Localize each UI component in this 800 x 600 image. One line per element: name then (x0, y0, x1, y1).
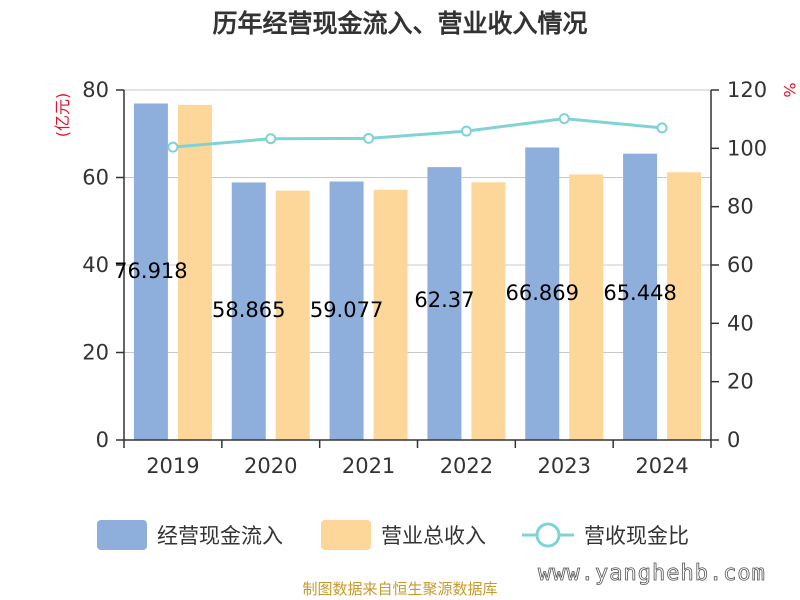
legend-swatch-ratio-marker (535, 522, 561, 548)
data-labels: 76.918 58.865 59.077 62.37 66.869 65.448 (114, 259, 677, 322)
bar-revenue (373, 189, 408, 440)
ratio-line-point (656, 122, 668, 134)
bar-cash-inflow (329, 181, 364, 440)
left-tick-label: 20 (82, 341, 109, 365)
legend-label-revenue: 营业总收入 (381, 524, 486, 548)
left-tick-label: 60 (82, 166, 109, 190)
data-label-cash-inflow: 66.869 (506, 281, 579, 305)
x-tick-label: 2024 (635, 454, 688, 478)
x-tick-label: 2020 (244, 454, 297, 478)
data-label-cash-inflow: 62.37 (414, 288, 474, 312)
ratio-line-point (460, 125, 472, 137)
bar-revenue (667, 172, 702, 440)
right-tick-label: 40 (727, 311, 754, 335)
legend: 经营现金流入 营业总收入 营收现金比 (97, 520, 689, 550)
legend-swatch-cash-inflow (97, 520, 147, 550)
source-note: 制图数据来自恒生聚源数据库 (302, 580, 497, 598)
x-tick-label: 2021 (342, 454, 395, 478)
bar-cash-inflow (623, 153, 658, 441)
legend-label-ratio: 营收现金比 (584, 524, 689, 548)
bars (133, 103, 702, 441)
watermark: www.yanghehb.com (538, 561, 766, 586)
ratio-line-point (558, 113, 570, 125)
axes (116, 89, 719, 448)
ratio-line-point (363, 132, 375, 144)
ratio-line-point (167, 141, 179, 153)
right-tick-label: 120 (727, 78, 767, 102)
left-axis-unit: (亿元) (53, 93, 72, 138)
bar-revenue (275, 190, 310, 440)
ratio-line-path (172, 117, 663, 149)
right-tick-label: 60 (727, 253, 754, 277)
right-tick-label: 0 (727, 428, 740, 452)
legend-swatch-revenue (321, 520, 371, 550)
bar-cash-inflow (231, 182, 266, 440)
ratio-line (167, 113, 668, 153)
data-label-cash-inflow: 59.077 (310, 298, 383, 322)
legend-label-cash-inflow: 经营现金流入 (157, 524, 283, 548)
bar-revenue (471, 182, 506, 440)
bar-revenue (177, 104, 212, 440)
grid (124, 89, 711, 353)
x-tick-label: 2019 (146, 454, 199, 478)
bar-revenue (569, 174, 604, 440)
right-axis-unit: % (780, 82, 799, 97)
right-tick-label: 80 (727, 195, 754, 219)
right-tick-label: 100 (727, 136, 767, 160)
ratio-line-point (265, 133, 277, 145)
chart-title: 历年经营现金流入、营业收入情况 (212, 9, 587, 38)
bar-cash-inflow (133, 103, 168, 440)
bar-cash-inflow (525, 147, 560, 440)
left-tick-label: 40 (82, 253, 109, 277)
data-label-cash-inflow: 65.448 (603, 281, 676, 305)
left-tick-label: 80 (82, 78, 109, 102)
data-label-cash-inflow: 76.918 (114, 259, 187, 283)
data-label-cash-inflow: 58.865 (212, 298, 285, 322)
x-tick-label: 2022 (440, 454, 493, 478)
x-tick-label: 2023 (538, 454, 591, 478)
right-tick-label: 20 (727, 370, 754, 394)
tick-labels: 0 20 40 60 80 0 20 40 60 80 100 120 2019 2020 2021 2022… (82, 78, 767, 478)
left-tick-label: 0 (96, 428, 109, 452)
bar-cash-inflow (427, 167, 462, 440)
